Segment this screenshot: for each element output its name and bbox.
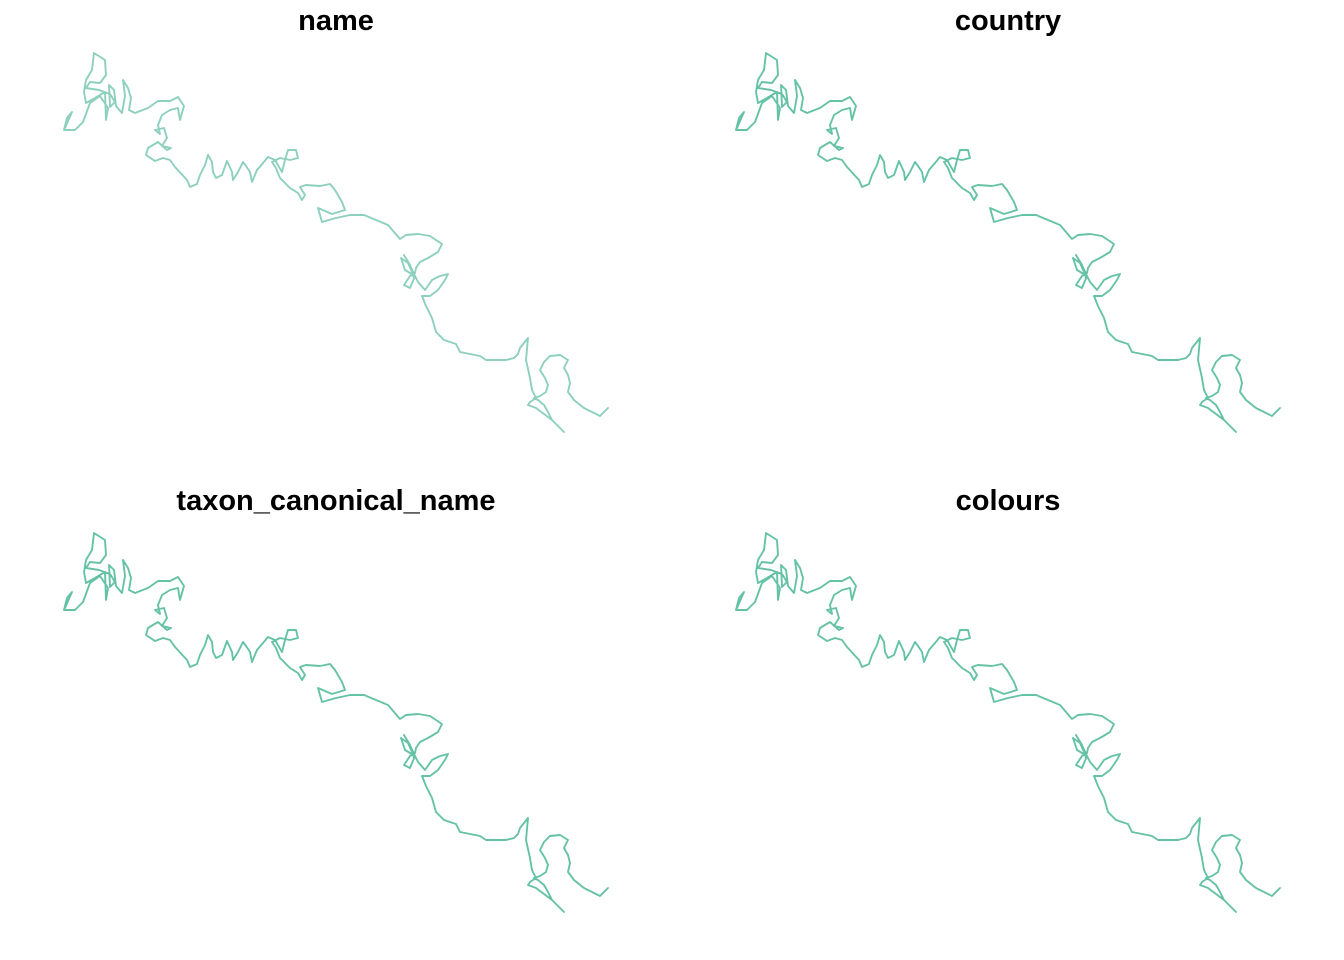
panel-title: name bbox=[298, 5, 374, 37]
map-panel-taxon-canonical-name: taxon_canonical_name bbox=[0, 480, 672, 960]
track-map bbox=[63, 532, 609, 913]
movement-track-line bbox=[735, 52, 1281, 433]
map-panel-country: country bbox=[672, 0, 1344, 480]
movement-track-line bbox=[63, 52, 609, 433]
panel-title: taxon_canonical_name bbox=[176, 485, 496, 517]
track-map bbox=[735, 532, 1281, 913]
track-map bbox=[735, 52, 1281, 433]
map-panel-name: name bbox=[0, 0, 672, 480]
movement-track-line bbox=[63, 532, 609, 913]
map-panel-colours: colours bbox=[672, 480, 1344, 960]
track-map bbox=[63, 52, 609, 433]
movement-track-line bbox=[735, 532, 1281, 913]
panel-title: country bbox=[954, 5, 1062, 37]
panel-title: colours bbox=[955, 485, 1061, 517]
